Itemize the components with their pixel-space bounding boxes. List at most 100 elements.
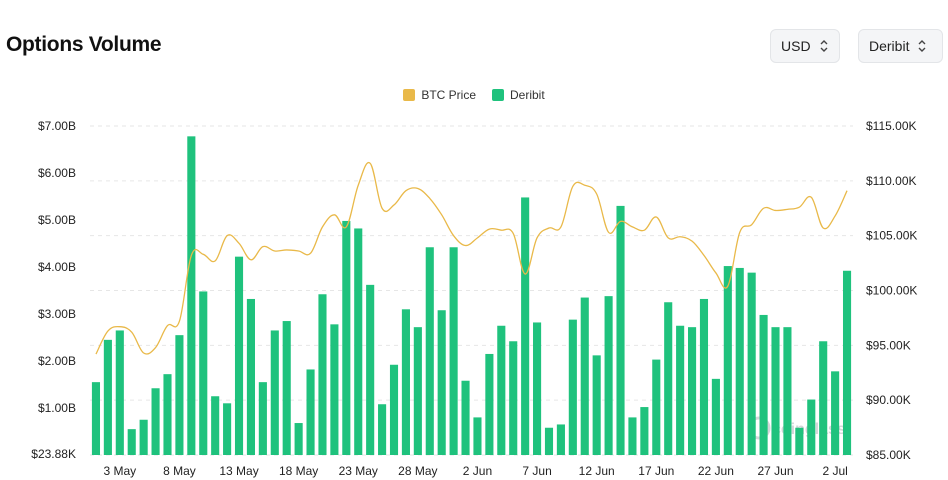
page-title: Options Volume	[6, 33, 162, 56]
deribit-bar	[234, 256, 244, 455]
legend-label-btc-price: BTC Price	[421, 88, 476, 102]
deribit-bar	[318, 294, 327, 455]
exchange-select-label: Deribit	[869, 38, 910, 54]
x-axis-tick-label: 13 May	[219, 464, 258, 478]
deribit-bar	[616, 205, 625, 455]
deribit-bar	[747, 272, 756, 455]
deribit-bar	[580, 297, 589, 455]
deribit-bar	[688, 327, 697, 455]
left-axis-tick-label: $1.00B	[38, 401, 76, 415]
deribit-bar	[711, 378, 720, 455]
deribit-bar	[842, 270, 852, 455]
deribit-bar	[91, 382, 101, 455]
deribit-bar	[306, 369, 315, 455]
deribit-bar	[163, 374, 172, 455]
deribit-bars	[91, 136, 852, 455]
deribit-bar	[115, 330, 124, 455]
deribit-bar	[831, 371, 840, 455]
legend-label-deribit: Deribit	[510, 88, 545, 102]
right-axis-tick-label: $85.00K	[866, 448, 911, 462]
x-axis-tick-label: 23 May	[339, 464, 378, 478]
x-axis-tick-label: 17 Jun	[638, 464, 674, 478]
chevron-up-down-icon	[917, 38, 927, 54]
deribit-bar	[354, 228, 363, 455]
currency-select[interactable]: USD	[770, 29, 840, 63]
btc-price-series-line	[95, 161, 848, 355]
legend-item-deribit[interactable]: Deribit	[492, 88, 545, 102]
right-axis-tick-label: $115.00K	[866, 119, 917, 133]
deribit-bar	[211, 396, 220, 455]
x-axis-tick-label: 27 Jun	[757, 464, 793, 478]
x-axis-ticks: 3 May 8 May 13 May 18 May 23 May 28 May 2 Jun 7…	[103, 464, 847, 478]
deribit-bar	[676, 325, 685, 455]
deribit-bar	[187, 136, 196, 455]
right-axis-tick-label: $95.00K	[866, 338, 911, 352]
chevron-up-down-icon	[819, 38, 829, 54]
left-axis-tick-label: $7.00B	[38, 119, 76, 133]
left-axis-ticks: $23.88K $1.00B $2.00B $3.00B $4.00B $5.00B $6.…	[31, 119, 76, 461]
deribit-bar	[544, 427, 554, 455]
deribit-bar	[461, 380, 470, 455]
deribit-bar	[628, 417, 637, 455]
left-axis-tick-label: $5.00B	[38, 213, 76, 227]
exchange-select[interactable]: Deribit	[858, 29, 943, 63]
deribit-bar	[425, 247, 434, 455]
left-axis-tick-label: $4.00B	[38, 260, 76, 274]
deribit-bar	[759, 314, 768, 455]
right-axis-tick-label: $90.00K	[866, 393, 911, 407]
deribit-bar	[664, 302, 673, 455]
right-axis-tick-label: $110.00K	[866, 174, 917, 188]
deribit-bar	[699, 298, 709, 455]
deribit-bar	[389, 364, 399, 455]
deribit-bar	[556, 424, 565, 455]
x-axis-tick-label: 12 Jun	[579, 464, 615, 478]
deribit-bar	[723, 266, 732, 455]
deribit-bar	[139, 419, 148, 455]
deribit-bar	[175, 335, 184, 455]
deribit-bar	[103, 339, 112, 455]
deribit-bar	[401, 309, 410, 455]
deribit-bar	[437, 310, 446, 455]
x-axis-tick-label: 22 Jun	[698, 464, 734, 478]
deribit-bar	[795, 427, 804, 455]
x-axis-tick-label: 2 Jul	[822, 464, 847, 478]
left-axis-tick-label: $6.00B	[38, 166, 76, 180]
deribit-bar	[342, 220, 351, 455]
legend-swatch-deribit	[492, 89, 504, 101]
deribit-bar	[568, 319, 577, 455]
deribit-bar	[258, 382, 267, 455]
deribit-bar	[640, 407, 649, 455]
deribit-bar	[604, 296, 613, 455]
right-axis-ticks: $85.00K $90.00K $95.00K $100.00K $105.00K $11…	[866, 119, 917, 462]
right-axis-tick-label: $105.00K	[866, 229, 917, 243]
deribit-bar	[592, 355, 601, 455]
deribit-bar	[533, 322, 542, 455]
deribit-bar	[199, 291, 208, 455]
deribit-bar	[151, 388, 160, 455]
deribit-bar	[473, 417, 482, 455]
deribit-bar	[497, 325, 506, 455]
deribit-bar	[449, 247, 458, 455]
deribit-bar	[366, 284, 375, 455]
btc-price-line	[95, 161, 848, 355]
deribit-bar	[330, 324, 339, 455]
x-axis-tick-label: 28 May	[398, 464, 437, 478]
deribit-bar	[485, 353, 494, 455]
deribit-bar	[509, 341, 518, 455]
left-axis-tick-label: $2.00B	[38, 354, 76, 368]
legend-item-btc-price[interactable]: BTC Price	[403, 88, 476, 102]
right-axis-tick-label: $100.00K	[866, 284, 917, 298]
x-axis-tick-label: 3 May	[103, 464, 136, 478]
deribit-bar	[735, 267, 744, 455]
deribit-bar	[819, 341, 828, 455]
x-axis-tick-label: 2 Jun	[463, 464, 492, 478]
deribit-bar	[521, 197, 530, 455]
x-axis-tick-label: 8 May	[163, 464, 196, 478]
deribit-bar	[413, 327, 422, 455]
x-axis-tick-label: 7 Jun	[522, 464, 551, 478]
deribit-bar	[282, 321, 291, 455]
deribit-bar	[246, 298, 255, 455]
chart-legend: BTC Price Deribit	[0, 88, 948, 102]
left-axis-tick-label: $3.00B	[38, 307, 76, 321]
